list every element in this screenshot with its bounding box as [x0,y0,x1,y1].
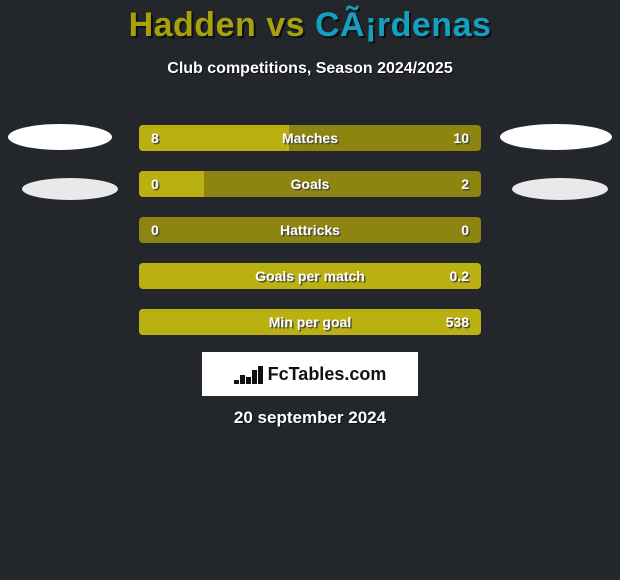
stat-label: Min per goal [139,309,481,335]
chart-icon [234,364,262,384]
subtitle: Club competitions, Season 2024/2025 [0,60,620,78]
title-right: CÃ¡rdenas [315,6,491,44]
page-title: Hadden vs CÃ¡rdenas [0,6,620,45]
badge-ellipse [22,178,118,200]
stat-right-value: 10 [453,125,469,151]
stat-row: Goals per match0.2 [139,263,481,289]
stat-row: 0Goals2 [139,171,481,197]
stat-row: Min per goal538 [139,309,481,335]
stat-label: Hattricks [139,217,481,243]
stat-label: Goals per match [139,263,481,289]
comparison-infographic: Hadden vs CÃ¡rdenas Club competitions, S… [0,0,620,580]
badge-ellipse [512,178,608,200]
stat-right-value: 2 [461,171,469,197]
title-left: Hadden [129,6,267,44]
date-line: 20 september 2024 [0,408,620,428]
brand-badge: FcTables.com [202,352,418,396]
stat-right-value: 0 [461,217,469,243]
stat-row: 0Hattricks0 [139,217,481,243]
stat-row: 8Matches10 [139,125,481,151]
stat-label: Goals [139,171,481,197]
stat-right-value: 0.2 [450,263,469,289]
stat-label: Matches [139,125,481,151]
brand-text: FcTables.com [268,364,387,385]
title-vs: vs [266,6,315,44]
badge-ellipse [8,124,112,150]
badge-ellipse [500,124,612,150]
stat-right-value: 538 [446,309,469,335]
